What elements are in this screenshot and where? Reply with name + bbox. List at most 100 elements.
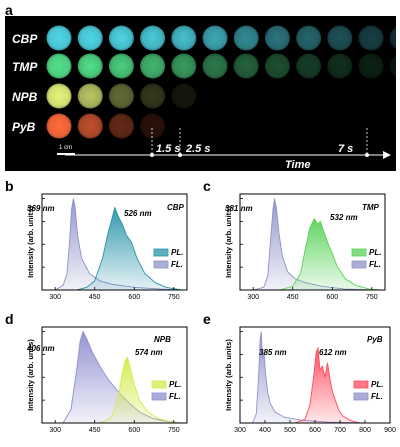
time-marker-dot (150, 153, 154, 157)
legend-swatch (151, 392, 167, 401)
luminescent-disk (171, 53, 197, 79)
row-label-tmp: TMP (12, 60, 38, 74)
x-axis-label: Wavelength (nm) (278, 302, 346, 304)
x-tick-label: 450 (287, 294, 299, 301)
legend-swatch (153, 260, 169, 269)
luminescent-disk (77, 83, 103, 109)
material-label: NPB (154, 335, 171, 344)
luminescent-disk (264, 25, 290, 51)
luminescent-disk (202, 53, 228, 79)
luminescent-disk (77, 53, 103, 79)
scale-bar-label: 1 cm (59, 145, 72, 151)
legend-swatch (151, 380, 167, 389)
series-area-pl (76, 206, 182, 291)
peak-label: 532 nm (330, 213, 358, 222)
x-tick-label: 300 (247, 294, 259, 301)
y-axis-label: Intensity (arb. units) (26, 206, 35, 278)
x-tick-label: 700 (334, 427, 346, 434)
luminescent-disk (46, 25, 72, 51)
legend-label: FL. (369, 260, 381, 269)
series-area-pl (294, 346, 361, 424)
luminescent-disk (171, 25, 197, 51)
luminescent-disk (233, 53, 259, 79)
y-axis-label: Intensity (arb. units) (26, 339, 35, 411)
material-label: PyB (367, 335, 383, 344)
luminescent-disk (233, 25, 259, 51)
legend-label: PL. (169, 380, 181, 389)
time-axis-label: Time (285, 159, 310, 171)
peak-label: 369 nm (27, 204, 55, 213)
x-tick-label: 300 (49, 427, 61, 434)
x-tick-label: 800 (359, 427, 371, 434)
x-tick-label: 750 (168, 294, 180, 301)
chart-cbp: 300 450 600 750 Wavelength (nm) Intensity (ar… (26, 193, 188, 304)
x-axis-label: Wavelength (nm) (80, 302, 148, 304)
time-axis-arrowhead (383, 151, 391, 159)
peak-label: 406 nm (26, 344, 55, 353)
time-marker-dot (178, 153, 182, 157)
peak-label: 612 nm (319, 348, 347, 357)
legend-swatch (351, 260, 367, 269)
luminescent-disk (389, 55, 396, 77)
time-marker-label: 1.5 s (156, 143, 180, 155)
legend-label: FL. (169, 392, 181, 401)
panel-c-label: c (203, 178, 211, 194)
peak-label: 385 nm (259, 348, 287, 357)
x-tick-label: 600 (326, 294, 338, 301)
luminescent-disk (171, 83, 197, 109)
x-tick-label: 600 (128, 294, 140, 301)
plot-frame (41, 193, 188, 291)
luminescent-disk (327, 25, 353, 51)
legend-label: PL. (369, 248, 381, 257)
legend-label: FL. (371, 392, 383, 401)
chart-tmp: 300 450 600 750 Wavelength (nm) Intensity (ar… (224, 193, 386, 304)
panel-b-label: b (5, 178, 14, 194)
series-area-pl (99, 356, 182, 424)
panel-d-label: d (5, 311, 14, 327)
legend-swatch (153, 248, 169, 257)
chart-npb: 300 450 600 750 Wavelength (nm) Intensity (ar… (26, 326, 188, 437)
legend-swatch (353, 392, 369, 401)
legend-label: PL. (171, 248, 183, 257)
luminescent-disk (46, 53, 72, 79)
peak-label: 574 nm (135, 348, 163, 357)
luminescent-disk (296, 25, 322, 51)
luminescent-disk (77, 113, 103, 139)
x-tick-label: 750 (366, 294, 378, 301)
legend-label: PL. (371, 380, 383, 389)
time-marker-label: 2.5 s (185, 143, 210, 155)
peak-label: 526 nm (124, 209, 152, 218)
luminescent-disk (108, 25, 134, 51)
x-tick-label: 600 (309, 427, 321, 434)
material-label: CBP (167, 203, 185, 212)
luminescent-disk (140, 83, 166, 109)
x-tick-label: 750 (168, 427, 180, 434)
luminescent-disk (264, 53, 290, 79)
y-axis-label: Intensity (arb. units) (224, 339, 233, 411)
luminescent-disk (358, 53, 384, 79)
row-label-npb: NPB (12, 90, 38, 104)
luminescent-disk (108, 113, 134, 139)
luminescent-disk (46, 83, 72, 109)
luminescent-disk (46, 113, 72, 139)
y-axis-label: Intensity (arb. units) (224, 206, 233, 278)
luminescent-disk (327, 53, 353, 79)
luminescent-disk (140, 25, 166, 51)
x-tick-label: 450 (89, 294, 101, 301)
luminescent-disk (108, 83, 134, 109)
x-tick-label: 600 (128, 427, 140, 434)
time-marker-label: 7 s (338, 143, 353, 155)
legend-swatch (351, 248, 367, 257)
luminescent-disk (77, 25, 103, 51)
legend-swatch (353, 380, 369, 389)
material-label: TMP (362, 203, 380, 212)
x-tick-label: 500 (284, 427, 296, 434)
luminescent-disk (296, 53, 322, 79)
phosphorescence-photo-panel: CBP TMP NPB PyB 1 cm 1.5 s 2.5 s 7 s Time (5, 16, 396, 171)
series-area-pl (279, 217, 380, 291)
x-axis-label: Wavelength (nm) (80, 435, 148, 437)
luminescent-disk (389, 27, 396, 49)
panel-a-label: a (5, 2, 13, 18)
legend-label: FL. (171, 260, 183, 269)
